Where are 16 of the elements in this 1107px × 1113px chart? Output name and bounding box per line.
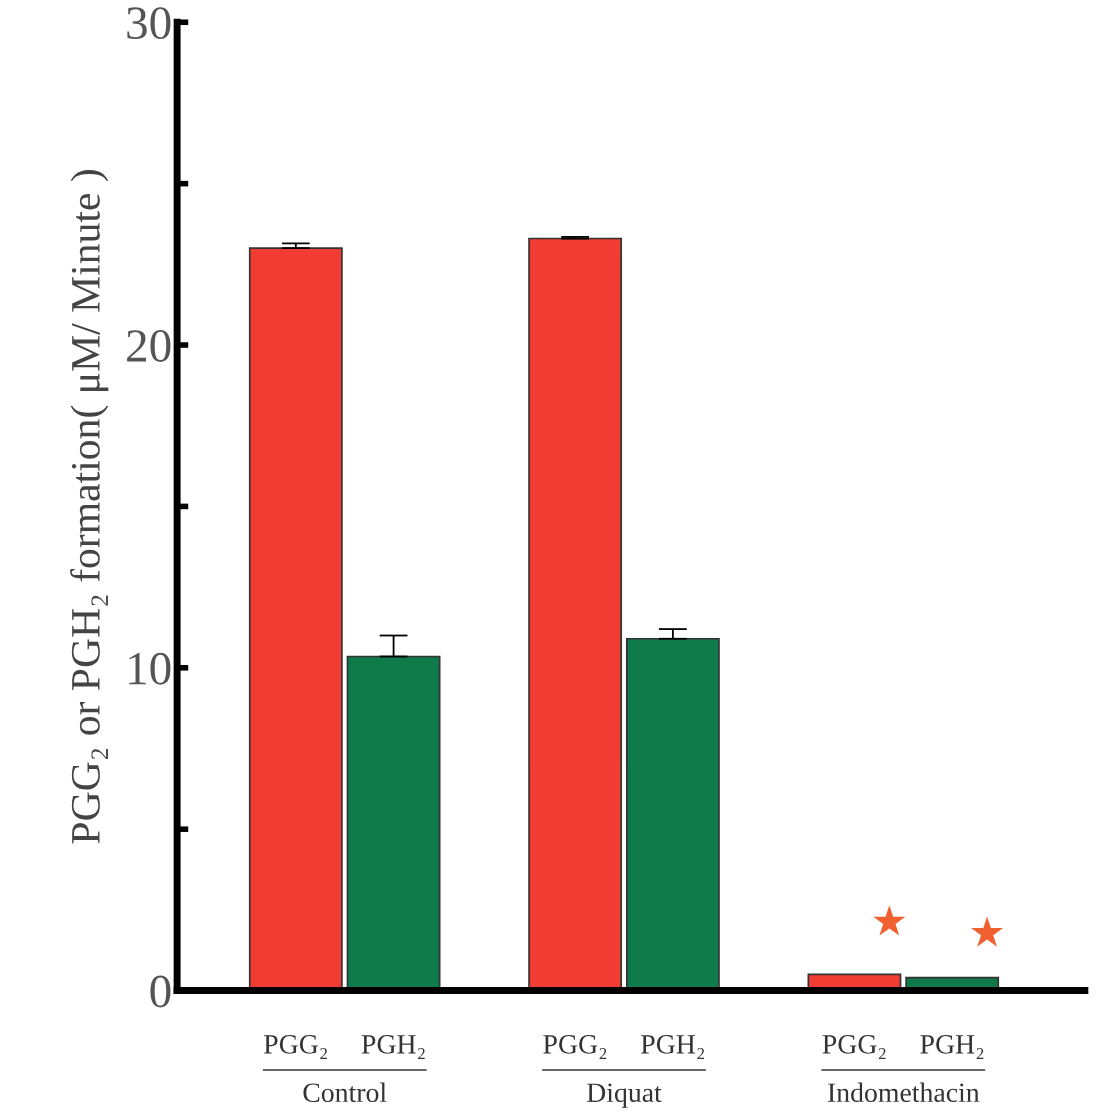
text: PGH₂ [920, 1035, 984, 1060]
text: PGG₂ [822, 1035, 886, 1060]
y-tick-label: 10 [129, 652, 171, 685]
text: PGG₂ [543, 1035, 607, 1060]
x-tick-label: Control [303, 1082, 387, 1103]
y-tick-label: 0 [150, 975, 171, 1008]
series-label: PGG₂ [264, 1035, 327, 1060]
y-axis-title: PGG₂ or PGH₂ formation( μM/ Minute ) [70, 170, 109, 844]
y-tick-label: 30 [127, 7, 171, 40]
text: PGH₂ [641, 1035, 705, 1060]
series-label: PGH₂ [361, 1035, 425, 1060]
y-tick-label: 20 [127, 330, 171, 362]
annotation: ★ [971, 916, 1004, 947]
annotation: ★ [873, 905, 906, 936]
x-tick-label: Diquat [587, 1083, 662, 1108]
x-tick-label: Indomethacin [827, 1082, 980, 1103]
